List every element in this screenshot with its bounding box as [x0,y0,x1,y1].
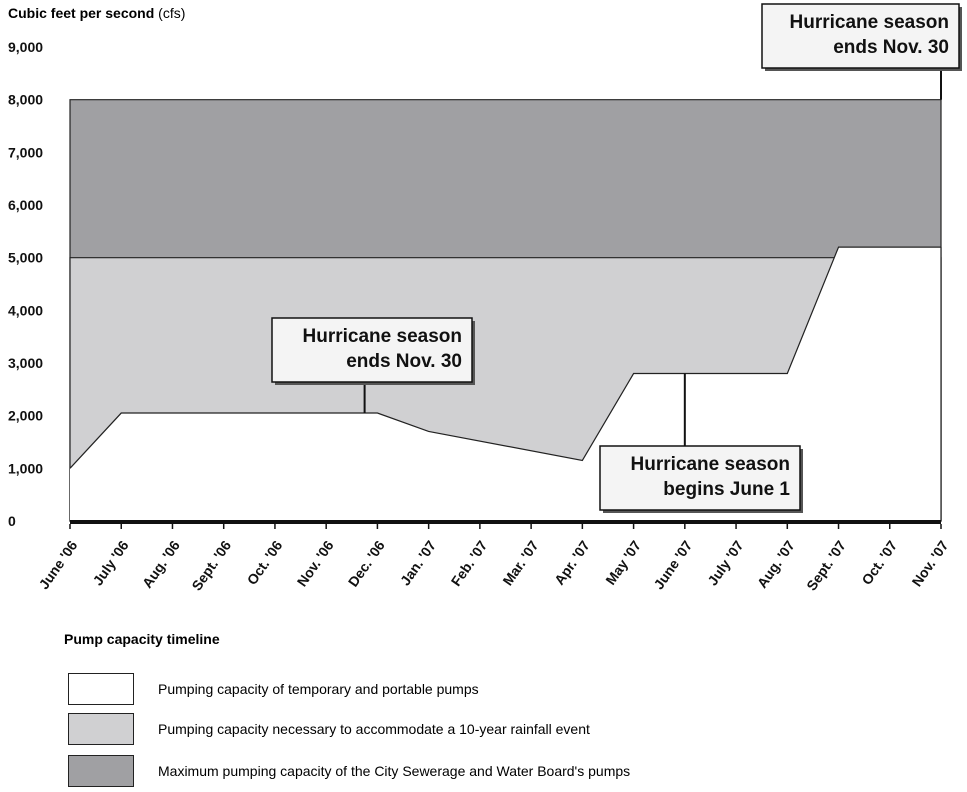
callout-hurricane-ends-2007-text: Hurricane season [790,12,949,33]
y-tick-label: 3,000 [8,355,43,371]
y-tick-label: 5,000 [8,250,43,266]
x-tick-label: Aug. '07 [754,537,798,591]
legend-title: Pump capacity timeline [64,631,220,647]
x-tick-label: Sept. '06 [188,537,234,593]
x-tick-label: Mar. '07 [499,537,541,588]
x-tick-label: Nov. '06 [294,537,337,589]
callout-hurricane-begins-2007-text: begins June 1 [663,479,790,500]
legend-label-10yr-rainfall: Pumping capacity necessary to accommodat… [158,721,590,737]
legend-item-10yr-rainfall: Pumping capacity necessary to accommodat… [68,713,967,747]
x-tick-label: Apr. '07 [551,537,593,587]
callout-hurricane-ends-2007-box [761,3,960,69]
x-tick-label: June '06 [36,537,81,592]
x-tick-label: Jan. '07 [397,537,439,588]
callout-hurricane-ends-2006-text: Hurricane season [303,326,462,347]
callout-hurricane-ends-2007-text: ends Nov. 30 [833,37,949,58]
y-tick-label: 0 [8,513,16,529]
x-tick-label: Feb. '07 [448,537,491,589]
x-tick-label: Oct. '06 [244,537,286,587]
y-tick-label: 4,000 [8,302,43,318]
callout-hurricane-begins-2007-box [599,445,801,511]
legend-swatch-temporary-pumps [68,673,134,705]
y-tick-label: 2,000 [8,408,43,424]
y-tick-label: 7,000 [8,144,43,160]
callout-hurricane-begins-2007-text: Hurricane season [631,454,790,475]
x-tick-label: June '07 [650,537,695,592]
legend-swatch-max-capacity [68,755,134,787]
x-tick-label: Nov. '07 [908,537,951,589]
y-axis-title: Cubic feet per second (cfs) [8,5,186,21]
legend-item-temporary-pumps: Pumping capacity of temporary and portab… [68,673,967,707]
x-tick-label: Dec. '06 [345,537,388,589]
y-tick-label: 1,000 [8,460,43,476]
y-tick-label: 8,000 [8,92,43,108]
y-tick-label: 9,000 [8,39,43,55]
x-tick-label: July '07 [704,537,746,588]
legend-swatch-10yr-rainfall [68,713,134,745]
x-tick-label: July '06 [89,537,131,588]
legend-item-max-capacity: Maximum pumping capacity of the City Sew… [68,755,967,789]
y-tick-label: 6,000 [8,197,43,213]
x-tick-label: Oct. '07 [858,537,900,587]
x-tick-label: May '07 [602,537,644,587]
callout-hurricane-ends-2006-box [271,317,473,383]
x-tick-label: Aug. '06 [139,537,183,591]
x-tick-label: Sept. '07 [803,537,849,593]
series-temporary-pumps-line [69,246,941,469]
callout-hurricane-ends-2006-text: ends Nov. 30 [346,351,462,372]
legend-label-temporary-pumps: Pumping capacity of temporary and portab… [158,681,479,697]
legend-label-max-capacity: Maximum pumping capacity of the City Sew… [158,763,631,779]
